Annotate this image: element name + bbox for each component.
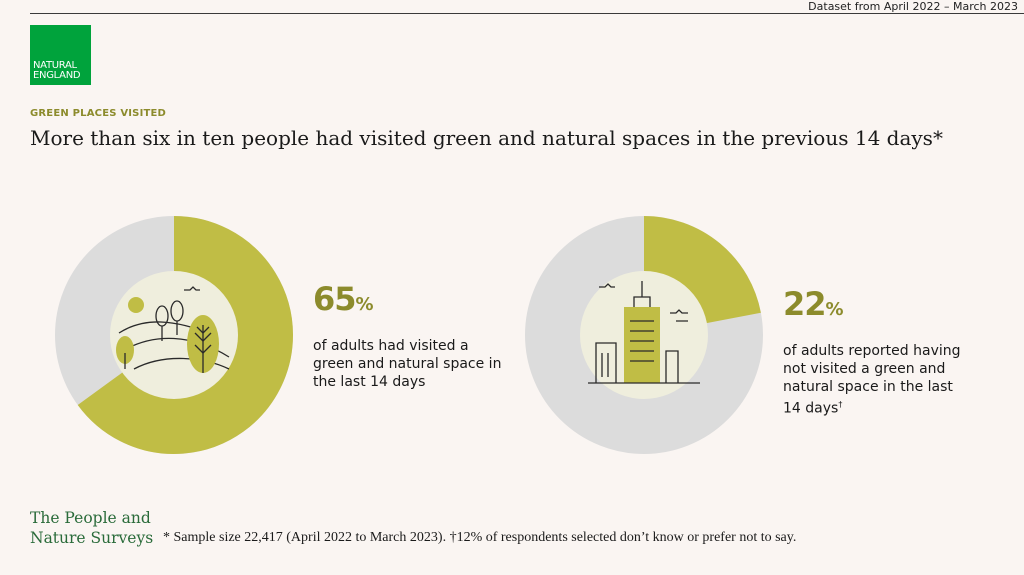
stat-visited: 65% of adults had visited a green and na… [313, 281, 503, 391]
dagger-mark: † [838, 400, 843, 409]
page-title: More than six in ten people had visited … [30, 126, 943, 150]
stat-value: 22% [783, 286, 973, 328]
brand-line2: Nature Surveys [30, 529, 154, 547]
stat-unit: % [355, 294, 374, 315]
brand-line1: The People and [30, 509, 151, 527]
stat-not-visited: 22% of adults reported having not visite… [783, 286, 973, 418]
natural-england-logo: NATURAL ENGLAND [30, 25, 91, 85]
dataset-note: Dataset from April 2022 – March 2023 [808, 0, 1018, 13]
donut-value-arc [77, 216, 293, 454]
survey-brand: The People and Nature Surveys [30, 508, 153, 548]
footnote: * Sample size 22,417 (April 2022 to Marc… [163, 530, 797, 545]
section-label: GREEN PLACES VISITED [30, 108, 167, 119]
city-buildings-icon [588, 281, 700, 384]
logo-line2: ENGLAND [33, 70, 81, 81]
stat-number: 65 [313, 280, 357, 318]
donut-center [110, 271, 238, 399]
trees-hills-icon [116, 286, 230, 373]
stat-number: 22 [783, 285, 827, 323]
stat-value: 65% [313, 281, 503, 323]
stat-description: of adults had visited a green and natura… [313, 338, 502, 390]
donut-value-arc [642, 216, 761, 325]
stat-unit: % [825, 299, 844, 320]
donut-chart-visited [55, 216, 293, 454]
donut-chart-not-visited [525, 216, 763, 454]
top-rule [30, 13, 1024, 14]
stat-description: of adults reported having not visited a … [783, 342, 973, 418]
stat-description-text: of adults reported having not visited a … [783, 343, 961, 417]
logo-line1: NATURAL [33, 60, 77, 71]
